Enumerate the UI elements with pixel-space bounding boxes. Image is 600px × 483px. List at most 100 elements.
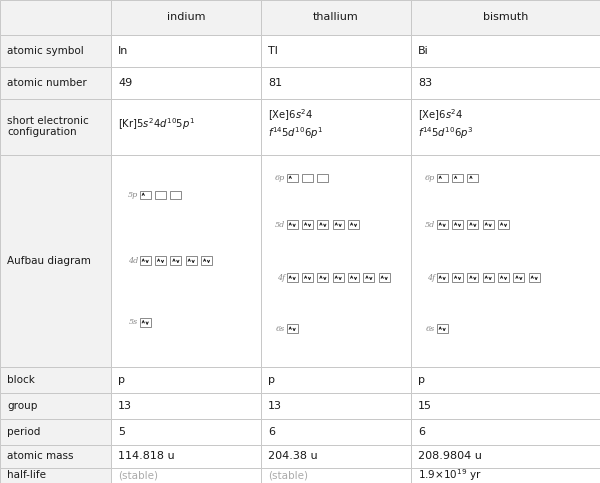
Bar <box>379 273 389 282</box>
Bar <box>437 173 448 182</box>
Bar <box>302 173 313 182</box>
Text: [Xe]6$s^2$4
$f^{14}$5$d^{10}$6$p^3$: [Xe]6$s^2$4 $f^{14}$5$d^{10}$6$p^3$ <box>418 107 473 141</box>
Bar <box>0 367 111 393</box>
Bar <box>261 367 411 393</box>
Bar <box>0 468 111 483</box>
Text: 15: 15 <box>418 401 432 411</box>
Bar <box>467 220 478 229</box>
Bar <box>411 155 600 367</box>
Text: atomic mass: atomic mass <box>7 452 74 461</box>
Text: bismuth: bismuth <box>483 13 528 22</box>
Text: 6s: 6s <box>426 325 435 333</box>
Text: 4d: 4d <box>128 257 138 265</box>
Text: 208.9804 u: 208.9804 u <box>418 452 482 461</box>
Bar <box>411 419 600 445</box>
Bar <box>287 273 298 282</box>
Bar <box>437 325 448 333</box>
Bar <box>302 220 313 229</box>
Bar <box>0 67 111 99</box>
Bar <box>411 393 600 419</box>
Bar <box>348 273 359 282</box>
Bar <box>170 256 181 265</box>
Text: In: In <box>118 46 128 56</box>
Text: block: block <box>7 375 35 385</box>
Bar <box>261 67 411 99</box>
Bar <box>186 256 197 265</box>
Text: 49: 49 <box>118 78 133 87</box>
Text: (stable): (stable) <box>268 470 308 480</box>
Bar <box>261 445 411 468</box>
Bar <box>155 256 166 265</box>
Bar <box>437 273 448 282</box>
Bar <box>317 173 328 182</box>
Bar <box>111 155 261 367</box>
Bar <box>287 173 298 182</box>
Bar <box>170 191 181 199</box>
Text: 13: 13 <box>268 401 282 411</box>
Bar <box>452 173 463 182</box>
Bar <box>111 67 261 99</box>
Bar <box>437 220 448 229</box>
Bar <box>0 419 111 445</box>
Text: 5p: 5p <box>128 191 138 199</box>
Text: 6p: 6p <box>425 174 435 182</box>
Bar <box>317 273 328 282</box>
Bar <box>261 35 411 67</box>
Bar <box>411 367 600 393</box>
Text: Aufbau diagram: Aufbau diagram <box>7 256 91 266</box>
Text: half-life: half-life <box>7 470 46 480</box>
Bar <box>111 419 261 445</box>
Bar <box>333 273 344 282</box>
Bar <box>0 445 111 468</box>
Text: 81: 81 <box>268 78 283 87</box>
Text: (stable): (stable) <box>118 470 158 480</box>
Text: period: period <box>7 427 41 437</box>
Bar <box>348 220 359 229</box>
Text: Bi: Bi <box>418 46 429 56</box>
Text: indium: indium <box>167 13 205 22</box>
Text: p: p <box>418 375 425 385</box>
Bar <box>111 0 261 35</box>
Bar <box>333 220 344 229</box>
Bar <box>411 0 600 35</box>
Bar <box>140 191 151 199</box>
Bar <box>111 35 261 67</box>
Text: 4f: 4f <box>277 274 285 282</box>
Bar <box>411 35 600 67</box>
Text: 5s: 5s <box>129 318 138 327</box>
Text: 6p: 6p <box>275 174 285 182</box>
Text: p: p <box>118 375 125 385</box>
Bar <box>111 468 261 483</box>
Bar <box>411 67 600 99</box>
Bar <box>498 273 509 282</box>
Bar <box>529 273 539 282</box>
Bar <box>287 220 298 229</box>
Bar <box>411 99 600 155</box>
Bar <box>261 99 411 155</box>
Text: 5d: 5d <box>275 221 285 228</box>
Text: [Xe]6$s^2$4
$f^{14}$5$d^{10}$6$p^1$: [Xe]6$s^2$4 $f^{14}$5$d^{10}$6$p^1$ <box>268 107 323 141</box>
Bar <box>514 273 524 282</box>
Bar <box>467 173 478 182</box>
Bar <box>140 256 151 265</box>
Bar <box>364 273 374 282</box>
Bar <box>201 256 212 265</box>
Bar <box>0 99 111 155</box>
Bar <box>0 393 111 419</box>
Text: atomic number: atomic number <box>7 78 87 87</box>
Bar <box>302 273 313 282</box>
Bar <box>0 0 111 35</box>
Bar <box>411 468 600 483</box>
Bar <box>111 99 261 155</box>
Bar <box>483 220 494 229</box>
Bar <box>483 273 494 282</box>
Bar <box>111 445 261 468</box>
Text: 13: 13 <box>118 401 132 411</box>
Bar <box>261 393 411 419</box>
Bar <box>317 220 328 229</box>
Text: short electronic
configuration: short electronic configuration <box>7 116 89 137</box>
Bar <box>111 393 261 419</box>
Bar <box>261 0 411 35</box>
Text: 83: 83 <box>418 78 433 87</box>
Bar <box>261 468 411 483</box>
